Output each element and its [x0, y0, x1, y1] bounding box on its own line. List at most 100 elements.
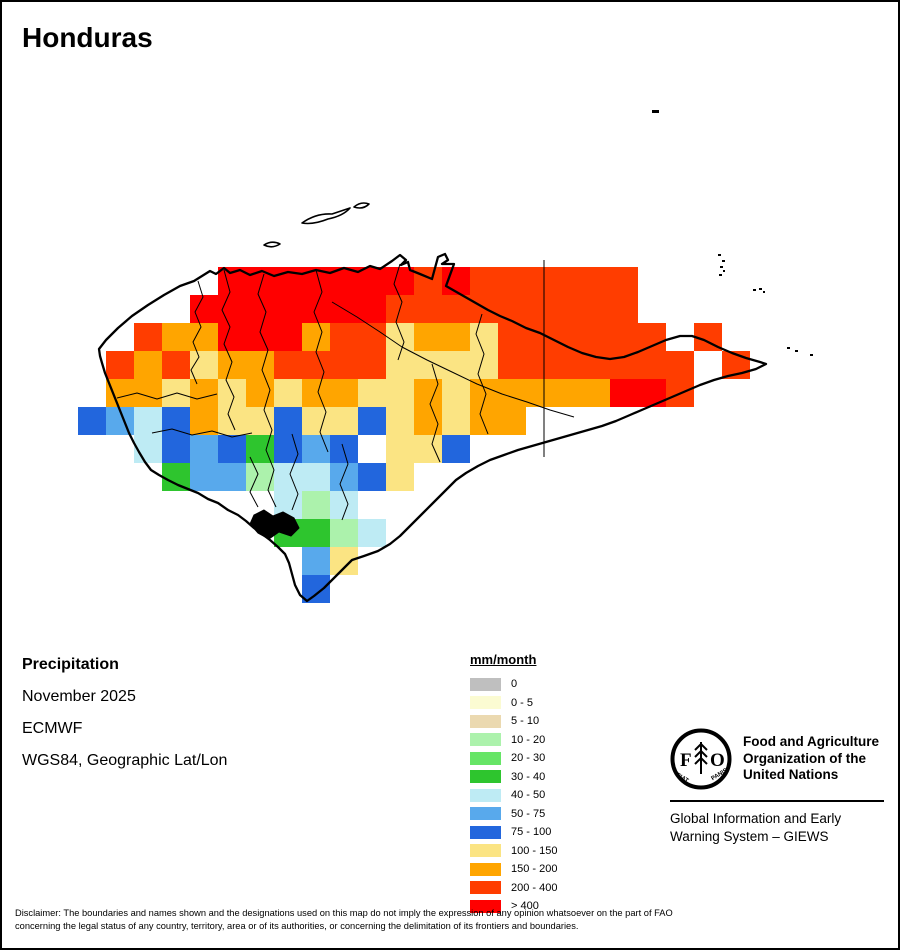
legend-swatch	[470, 770, 501, 784]
fao-logo-icon: F O FIAT PANIS	[670, 728, 732, 790]
legend-item: 0	[470, 675, 557, 694]
fao-org-line1: Food and Agriculture	[743, 734, 879, 749]
legend-item: 20 - 30	[470, 749, 557, 768]
precip-cell	[610, 295, 638, 323]
precip-cell	[414, 407, 442, 435]
precip-cell	[610, 351, 638, 379]
precip-cell	[134, 435, 162, 463]
fao-logo-letter-f: F	[680, 750, 692, 771]
precip-cell	[274, 379, 302, 407]
precip-cell	[218, 407, 246, 435]
islet-speck	[763, 291, 765, 293]
precip-cell	[442, 407, 470, 435]
precip-cell	[302, 323, 330, 351]
legend-label: 50 - 75	[511, 807, 546, 820]
admin-boundary-line	[257, 273, 277, 508]
legend-item: 40 - 50	[470, 786, 557, 805]
legend-label: 150 - 200	[511, 863, 558, 876]
info-source: ECMWF	[22, 720, 83, 737]
precip-cell	[386, 435, 414, 463]
legend-label: 5 - 10	[511, 715, 540, 728]
fao-divider	[670, 800, 884, 802]
legend-item: 50 - 75	[470, 805, 557, 824]
precip-cell	[554, 267, 582, 295]
precip-cell	[190, 379, 218, 407]
precip-cell	[582, 379, 610, 407]
precip-cell	[330, 407, 358, 435]
admin-boundary-line	[289, 433, 299, 511]
precip-cell	[386, 407, 414, 435]
legend-swatch	[470, 714, 501, 728]
precip-cell	[330, 463, 358, 491]
info-projection: WGS84, Geographic Lat/Lon	[22, 752, 228, 769]
precip-cell	[386, 379, 414, 407]
precip-cell	[302, 491, 330, 519]
precip-cell	[386, 351, 414, 379]
legend-swatch	[470, 844, 501, 858]
precip-cell	[386, 323, 414, 351]
precip-cell	[162, 435, 190, 463]
precip-cell	[498, 351, 526, 379]
disclaimer-text: Disclaimer: The boundaries and names sho…	[15, 907, 885, 932]
precip-cell	[610, 267, 638, 295]
legend-swatch	[470, 825, 501, 839]
page-title: Honduras	[22, 22, 153, 53]
wheat-ear-icon	[694, 742, 708, 774]
islet-speck	[810, 354, 813, 356]
precip-cell	[358, 463, 386, 491]
legend-swatch	[470, 807, 501, 821]
admin-boundary-line	[190, 280, 204, 385]
precip-cell	[386, 463, 414, 491]
precip-cell	[302, 519, 330, 547]
precip-cell	[246, 323, 274, 351]
precip-cell	[442, 323, 470, 351]
precip-cell	[162, 323, 190, 351]
legend-item: 5 - 10	[470, 712, 557, 731]
precip-cell	[218, 435, 246, 463]
precip-cell	[358, 267, 386, 295]
precip-cell	[358, 519, 386, 547]
giews-name: Global Information and Early Warning Sys…	[670, 810, 888, 846]
fao-org-line3: United Nations	[743, 767, 839, 782]
country-outline	[97, 252, 768, 603]
legend-label: 40 - 50	[511, 789, 546, 802]
legend-item: 200 - 400	[470, 879, 557, 898]
precip-cell	[302, 435, 330, 463]
info-period: November 2025	[22, 688, 136, 705]
islet-speck	[718, 254, 721, 256]
islet-speck	[753, 289, 756, 291]
precip-cell	[610, 379, 638, 407]
precip-cell	[218, 463, 246, 491]
legend-swatch	[470, 788, 501, 802]
precip-cell	[302, 351, 330, 379]
precip-cell	[358, 351, 386, 379]
island-outline	[353, 202, 370, 209]
precip-cell	[442, 379, 470, 407]
precip-cell	[470, 323, 498, 351]
precip-cell	[442, 351, 470, 379]
precip-cell	[498, 407, 526, 435]
precip-cell	[358, 323, 386, 351]
precip-cell	[162, 351, 190, 379]
islet-speck	[652, 110, 659, 113]
disclaimer-line1: Disclaimer: The boundaries and names sho…	[15, 908, 673, 918]
islet-speck	[723, 270, 725, 272]
islet-speck	[759, 288, 762, 290]
precip-cell	[302, 575, 330, 603]
precipitation-map	[78, 110, 813, 603]
legend-label: 0 - 5	[511, 696, 534, 709]
precip-cell	[498, 323, 526, 351]
islet-speck	[795, 350, 798, 352]
precip-cell	[162, 463, 190, 491]
precip-cell	[218, 323, 246, 351]
info-variable: Precipitation	[22, 656, 119, 673]
precip-cell	[274, 295, 302, 323]
precip-cell	[274, 351, 302, 379]
legend-label: 200 - 400	[511, 881, 558, 894]
legend-swatch	[470, 899, 501, 913]
precip-cell	[554, 295, 582, 323]
precip-cell	[274, 435, 302, 463]
islet-speck	[720, 266, 723, 268]
precip-cell	[638, 351, 666, 379]
